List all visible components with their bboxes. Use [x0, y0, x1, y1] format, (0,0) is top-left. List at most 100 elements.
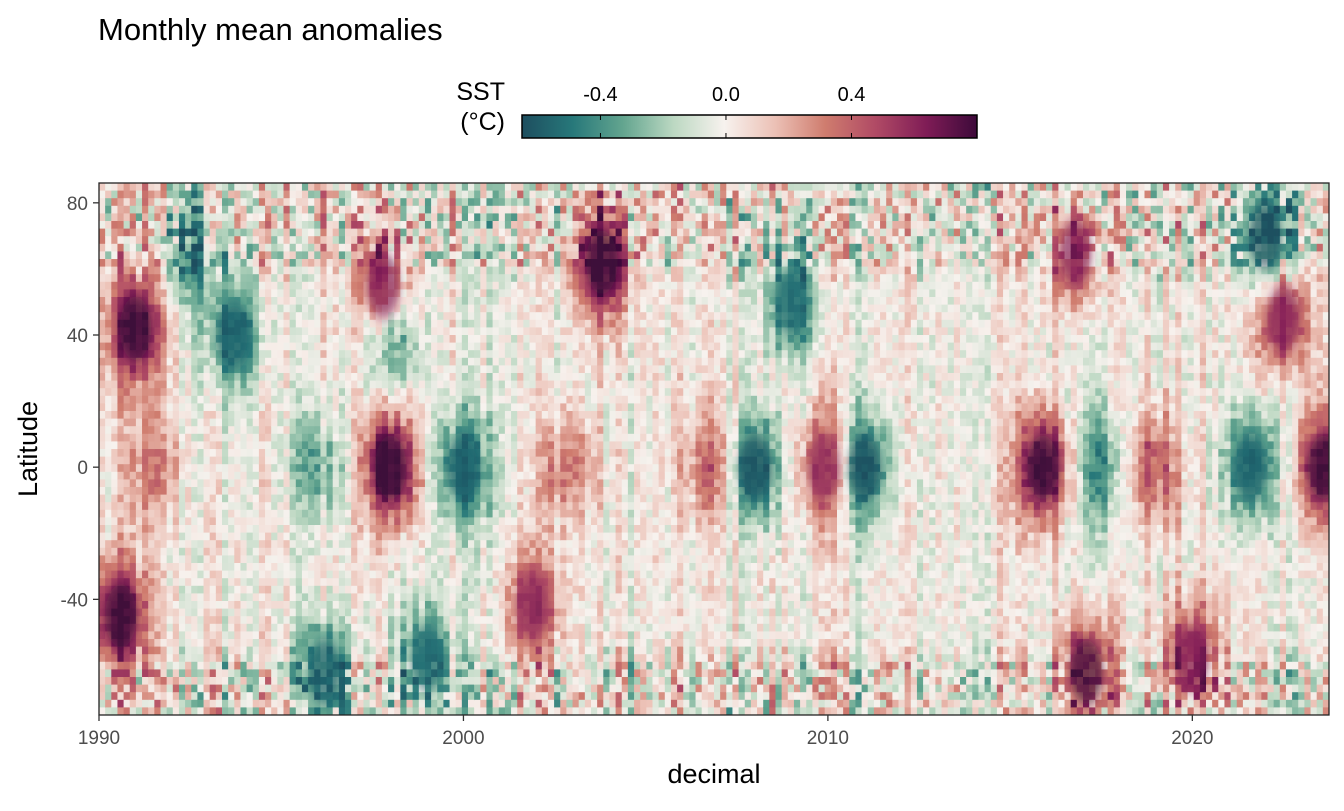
- heatmap-cell: [474, 289, 481, 297]
- heatmap-cell: [191, 259, 198, 267]
- heatmap-cell: [117, 479, 124, 487]
- heatmap-cell: [351, 449, 358, 457]
- heatmap-cell: [271, 434, 278, 442]
- heatmap-cell: [400, 669, 407, 677]
- heatmap-cell: [357, 274, 364, 282]
- heatmap-cell: [486, 624, 493, 632]
- heatmap-cell: [486, 616, 493, 624]
- heatmap-cell: [499, 700, 506, 708]
- heatmap-cell: [443, 297, 450, 305]
- heatmap-cell: [376, 685, 383, 693]
- heatmap-cell: [363, 654, 370, 662]
- heatmap-cell: [493, 320, 500, 328]
- heatmap-cell: [530, 426, 537, 434]
- heatmap-cell: [142, 198, 149, 206]
- heatmap-cell: [511, 647, 518, 655]
- heatmap-cell: [185, 449, 192, 457]
- heatmap-cell: [124, 403, 131, 411]
- heatmap-cell: [530, 510, 537, 518]
- heatmap-cell: [142, 624, 149, 632]
- heatmap-cell: [351, 244, 358, 252]
- heatmap-cell: [363, 479, 370, 487]
- heatmap-cell: [339, 244, 346, 252]
- heatmap-cell: [480, 320, 487, 328]
- heatmap-cell: [425, 487, 432, 495]
- heatmap-cell: [222, 441, 229, 449]
- heatmap-cell: [493, 381, 500, 389]
- heatmap-cell: [468, 510, 475, 518]
- heatmap-cell: [493, 563, 500, 571]
- heatmap-cell: [480, 419, 487, 427]
- heatmap-cell: [173, 198, 180, 206]
- heatmap-cell: [216, 586, 223, 594]
- heatmap-cell: [222, 578, 229, 586]
- heatmap-cell: [185, 586, 192, 594]
- heatmap-cell: [511, 320, 518, 328]
- heatmap-cell: [179, 464, 186, 472]
- heatmap-cell: [185, 297, 192, 305]
- heatmap-cell: [148, 457, 155, 465]
- heatmap-cell: [167, 350, 174, 358]
- heatmap-cell: [511, 236, 518, 244]
- heatmap-cell: [277, 267, 284, 275]
- heatmap-cell: [130, 198, 137, 206]
- heatmap-cell: [327, 616, 334, 624]
- heatmap-cell: [530, 343, 537, 351]
- heatmap-cell: [167, 555, 174, 563]
- heatmap-cell: [480, 692, 487, 700]
- heatmap-cell: [450, 251, 457, 259]
- heatmap-cell: [450, 411, 457, 419]
- heatmap-cell: [253, 259, 260, 267]
- heatmap-cell: [173, 236, 180, 244]
- heatmap-cell: [357, 365, 364, 373]
- heatmap-cell: [296, 677, 303, 685]
- heatmap-cell: [314, 206, 321, 214]
- heatmap-cell: [314, 578, 321, 586]
- heatmap-cell: [431, 229, 438, 237]
- heatmap-cell: [314, 198, 321, 206]
- heatmap-cell: [277, 327, 284, 335]
- heatmap-cell: [161, 502, 168, 510]
- heatmap-cell: [216, 206, 223, 214]
- heatmap-cell: [443, 700, 450, 708]
- heatmap-cell: [462, 206, 469, 214]
- heatmap-cell: [216, 563, 223, 571]
- heatmap-cell: [117, 441, 124, 449]
- heatmap-cell: [505, 183, 512, 191]
- heatmap-cell: [204, 403, 211, 411]
- heatmap-cell: [197, 327, 204, 335]
- heatmap-cell: [339, 510, 346, 518]
- heatmap-cell: [308, 191, 315, 199]
- heatmap-cell: [511, 510, 518, 518]
- heatmap-cell: [277, 525, 284, 533]
- heatmap-cell: [437, 533, 444, 541]
- heatmap-cell: [167, 426, 174, 434]
- heatmap-cell: [376, 540, 383, 548]
- heatmap-cell: [142, 282, 149, 290]
- heatmap-cell: [197, 259, 204, 267]
- heatmap-cell: [493, 639, 500, 647]
- heatmap-cell: [327, 472, 334, 480]
- heatmap-cell: [388, 221, 395, 229]
- heatmap-cell: [486, 525, 493, 533]
- heatmap-cell: [419, 388, 426, 396]
- heatmap-cell: [247, 662, 254, 670]
- heatmap-cell: [474, 327, 481, 335]
- heatmap-cell: [468, 381, 475, 389]
- heatmap-cell: [216, 548, 223, 556]
- heatmap-cell: [382, 692, 389, 700]
- heatmap-cell: [345, 350, 352, 358]
- heatmap-cell: [468, 692, 475, 700]
- heatmap-cell: [437, 327, 444, 335]
- heatmap-cell: [493, 685, 500, 693]
- heatmap-cell: [530, 411, 537, 419]
- heatmap-cell: [370, 236, 377, 244]
- heatmap-cell: [523, 677, 530, 685]
- heatmap-cell: [320, 365, 327, 373]
- heatmap-cell: [407, 593, 414, 601]
- heatmap-cell: [351, 464, 358, 472]
- heatmap-cell: [413, 305, 420, 313]
- heatmap-cell: [517, 251, 524, 259]
- heatmap-cell: [345, 479, 352, 487]
- heatmap-cell: [530, 236, 537, 244]
